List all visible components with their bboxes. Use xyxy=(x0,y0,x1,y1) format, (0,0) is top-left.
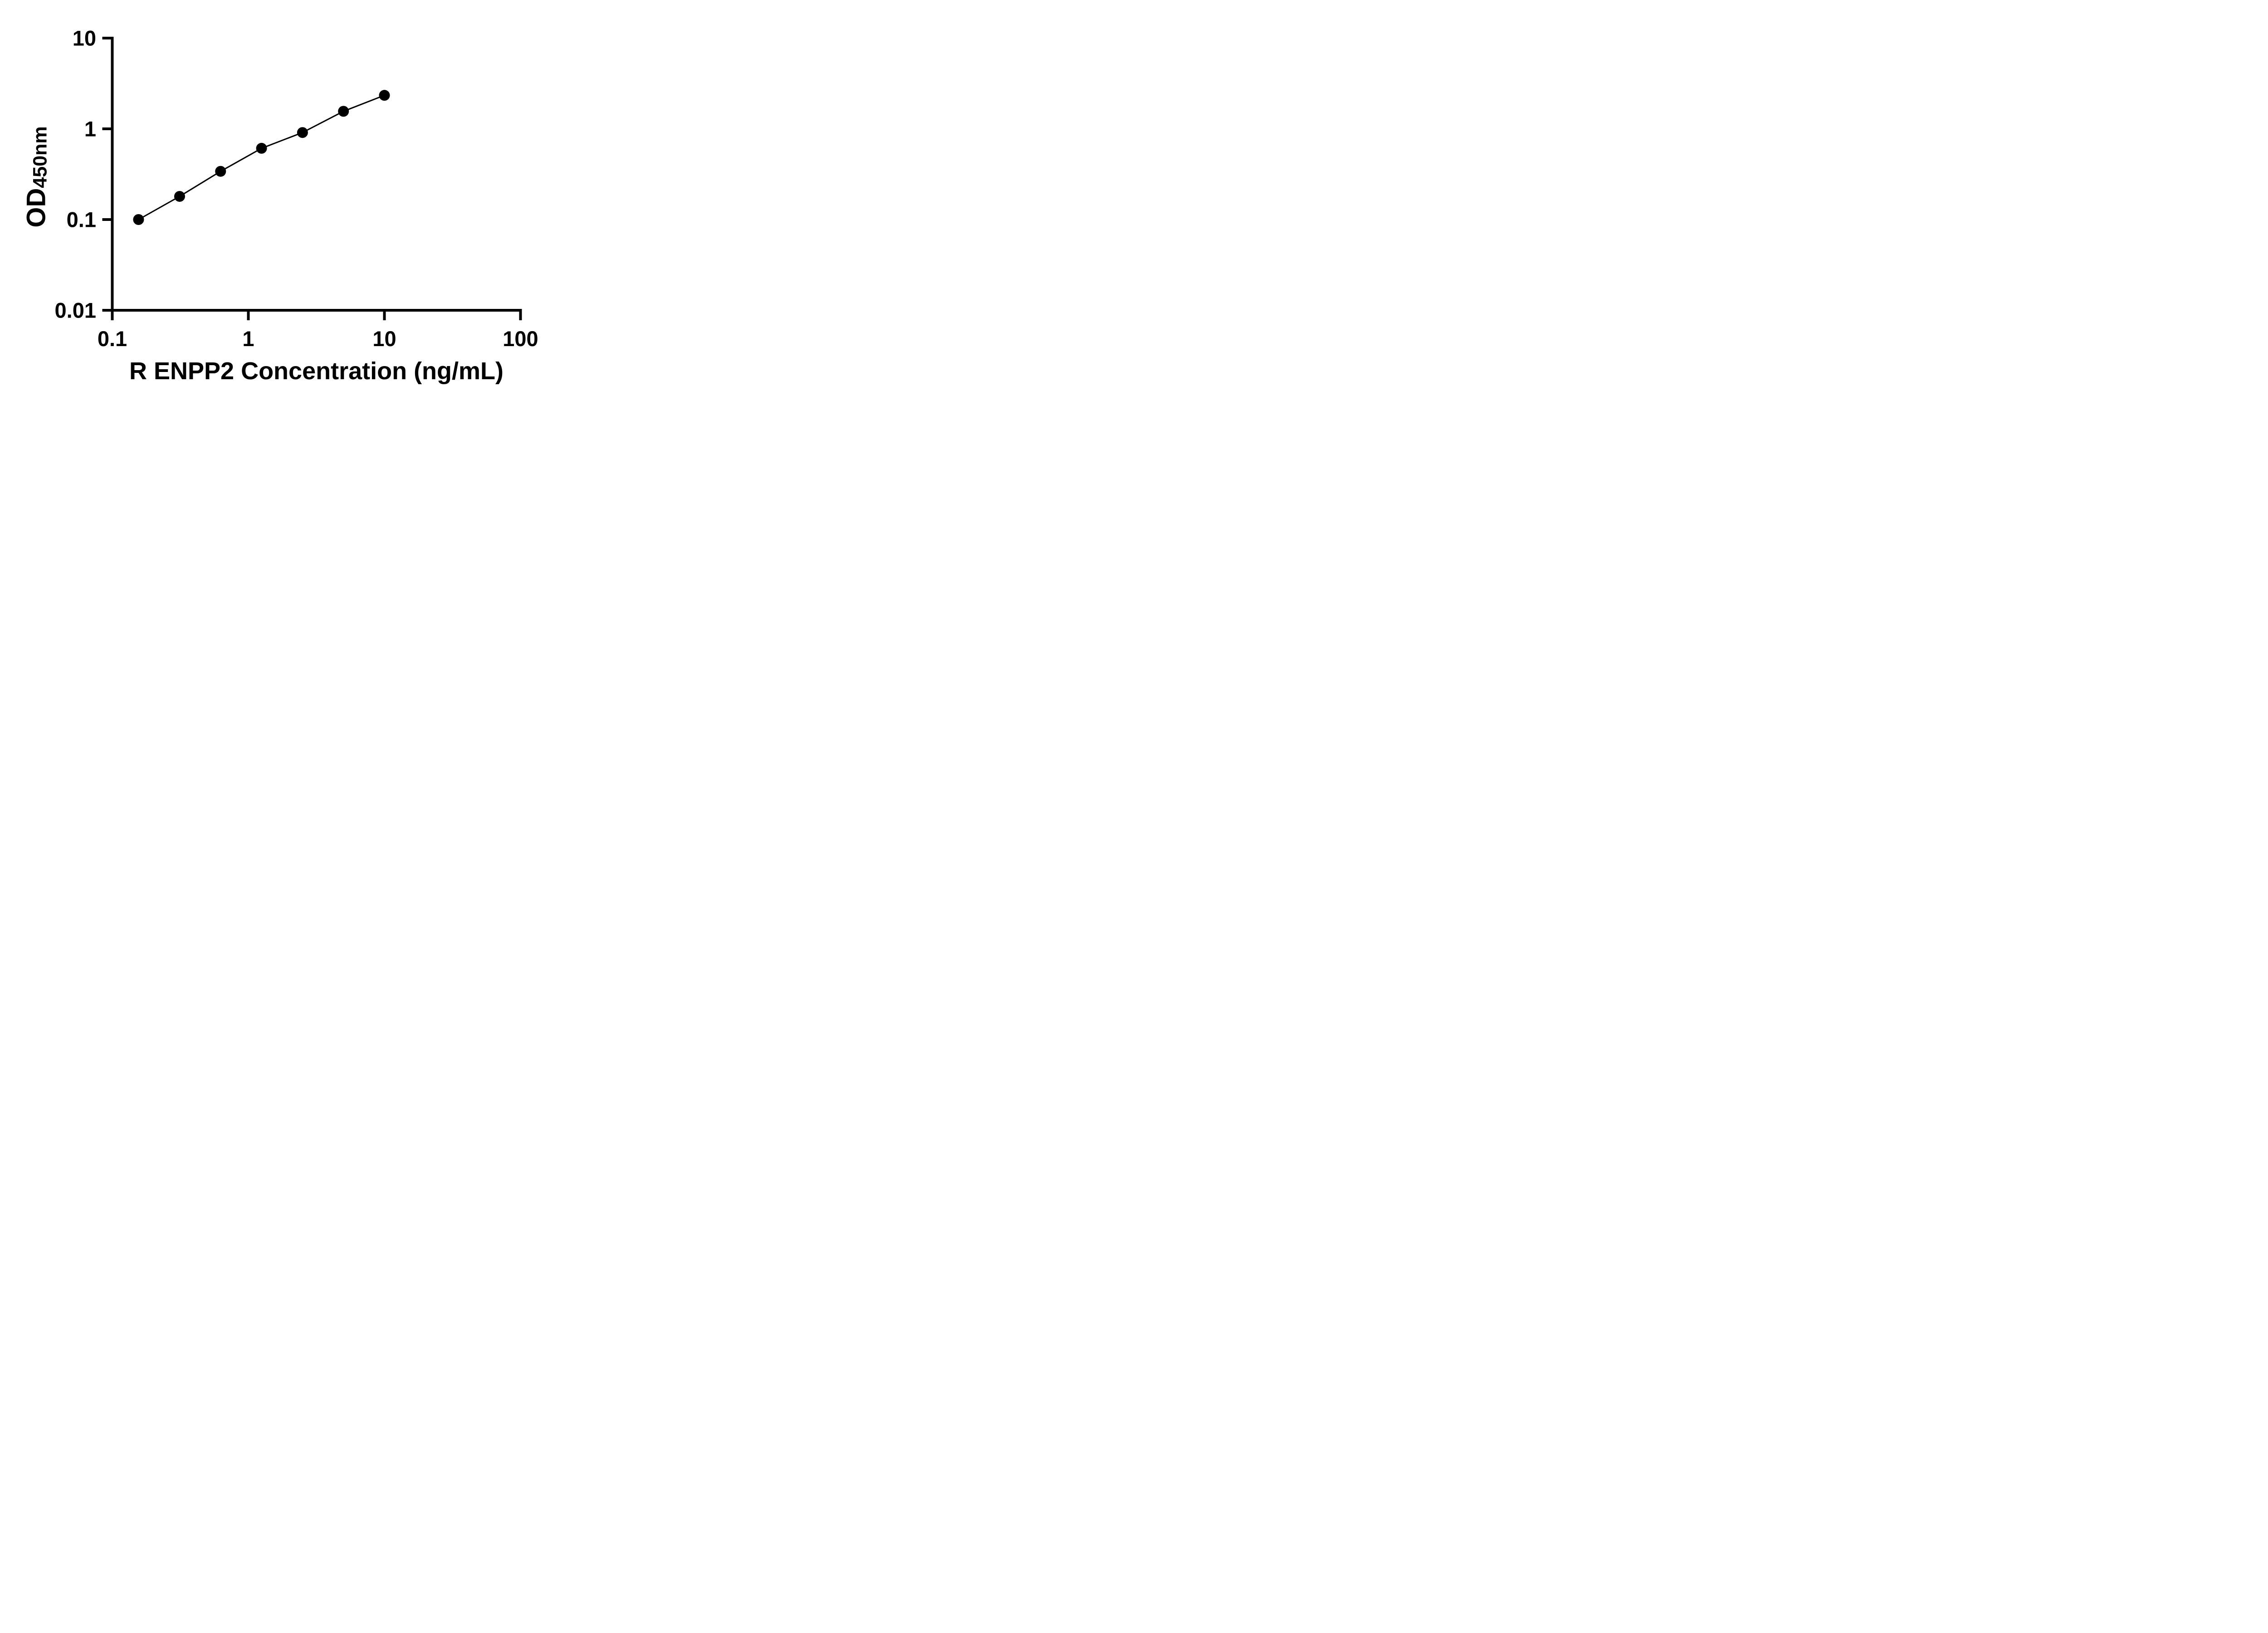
axis-frame xyxy=(102,37,522,320)
x-axis-tick-label: 10 xyxy=(372,327,396,351)
y-axis-title: OD450nm xyxy=(21,126,52,227)
y-axis-title-main: OD xyxy=(21,188,51,228)
elisa-standard-curve-figure: 10 1 0.1 0.01 0.1 1 10 100 R ENPP2 Concentratio… xyxy=(0,0,583,408)
y-axis-title-subscript: 450nm xyxy=(29,126,51,188)
x-axis-title: R ENPP2 Concentration (ng/mL) xyxy=(129,357,504,385)
data-point xyxy=(133,214,144,225)
data-point xyxy=(174,191,185,202)
y-axis-tick-label: 10 xyxy=(73,26,96,50)
data-point xyxy=(379,90,390,101)
y-axis-tick-label: 0.01 xyxy=(55,298,96,323)
y-axis-tick-label: 1 xyxy=(84,117,96,141)
x-axis-tick-label: 0.1 xyxy=(98,327,127,351)
x-axis-tick-label: 100 xyxy=(503,327,538,351)
data-point xyxy=(256,142,267,154)
y-axis-tick-label: 0.1 xyxy=(67,208,96,232)
x-axis-tick-label: 1 xyxy=(242,327,254,351)
data-point xyxy=(215,166,226,177)
data-point xyxy=(297,127,308,138)
data-point xyxy=(338,106,349,117)
